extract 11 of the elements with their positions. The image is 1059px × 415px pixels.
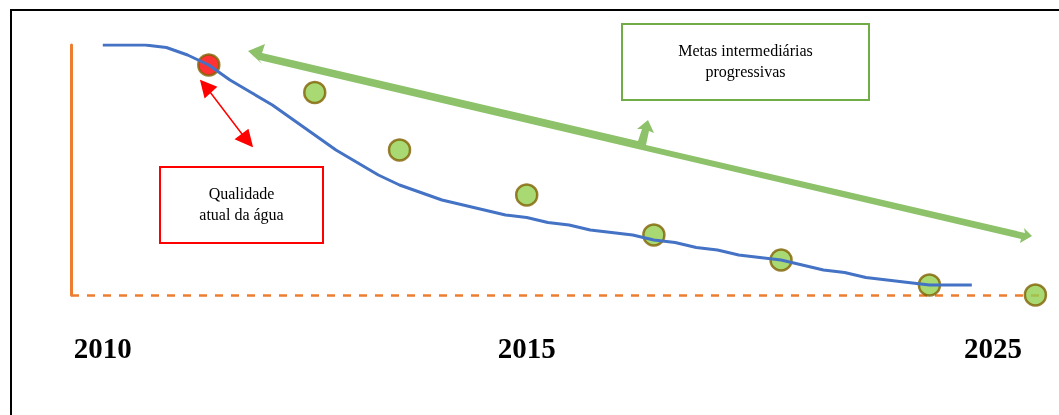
text-box: Qualidade atual da água: [159, 166, 324, 244]
point: [303, 80, 327, 105]
x-tick-label: 2015: [497, 331, 556, 364]
x-tick-label: 2010: [73, 331, 132, 364]
point: [514, 183, 539, 207]
text-box: Metas intermediárias progressivas: [621, 23, 870, 101]
point: [387, 138, 412, 162]
annotation: Metas intermediárias progressivas: [677, 41, 814, 83]
x-tick-label: 2025: [964, 331, 1023, 364]
point: [1023, 283, 1048, 307]
annotation: Qualidade atual da água: [198, 184, 285, 226]
